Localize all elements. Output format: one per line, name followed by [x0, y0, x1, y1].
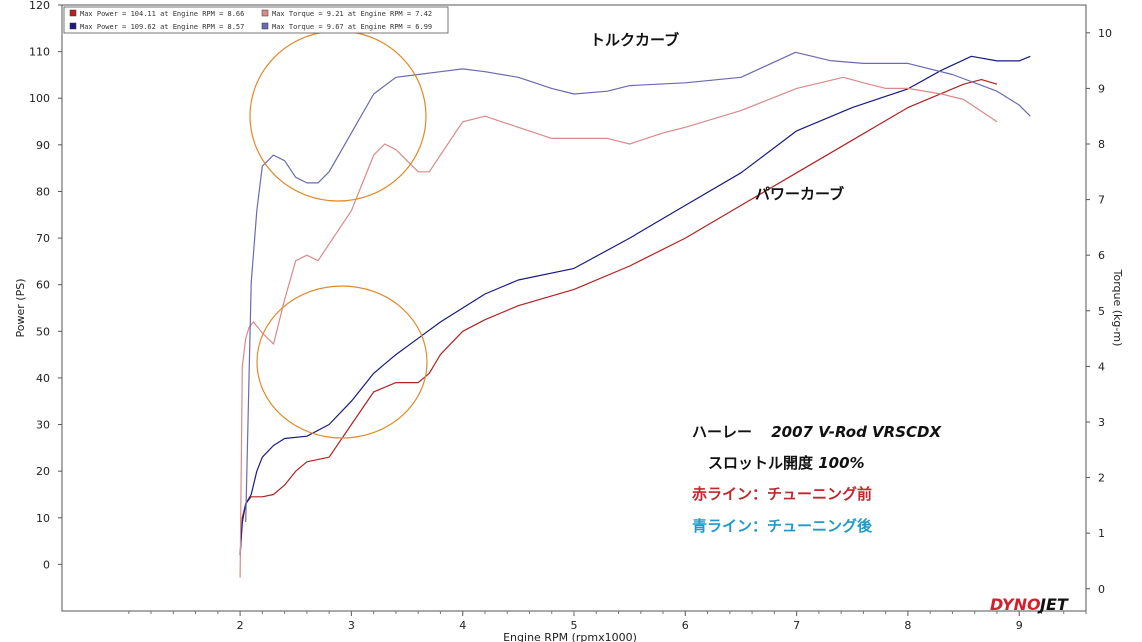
blue-line-note: 青ライン：チューニング後: [692, 517, 873, 535]
bottom-axis: 2 3 4 5 6 7 8 9: [128, 611, 1087, 632]
right-tick-label: 9: [1098, 82, 1105, 95]
left-tick-label: 120: [29, 0, 50, 12]
left-tick-label: 110: [29, 46, 50, 59]
series-group: [239, 51, 1031, 578]
right-tick-label: 2: [1098, 472, 1105, 485]
right-tick-label: 8: [1098, 138, 1105, 151]
right-tick-label: 3: [1098, 416, 1105, 429]
model-prefix: ハーレー: [692, 423, 752, 441]
model-name: 2007 V-Rod VRSCDX: [771, 423, 942, 441]
legend-swatch: [261, 22, 269, 30]
bottom-tick-label: 5: [571, 619, 578, 632]
left-tick-label: 90: [36, 139, 50, 152]
right-tick-label: 7: [1098, 194, 1105, 207]
left-tick-label: 60: [36, 279, 50, 292]
bottom-tick-label: 9: [1016, 619, 1023, 632]
power-curve-label: パワーカーブ: [755, 185, 844, 203]
right-tick-label: 4: [1098, 360, 1105, 373]
svg-text:JET: JET: [1037, 595, 1069, 614]
bottom-axis-title: Engine RPM (rpmx1000): [503, 631, 637, 642]
legend-entry: Max Torque = 9.21 at Engine RPM = 7.42: [272, 10, 432, 18]
series-line-before-power: [239, 78, 998, 556]
throttle-prefix: スロットル開度: [708, 454, 814, 472]
left-tick-label: 30: [36, 419, 50, 432]
right-axis: 0 1 2 3 4 5 6 7 8 9 10: [1086, 27, 1112, 596]
svg-text:DYNO: DYNO: [990, 595, 1041, 614]
model-line: ハーレー 2007 V-Rod VRSCDX: [692, 423, 942, 441]
left-tick-label: 70: [36, 232, 50, 245]
legend-swatch: [69, 9, 77, 17]
bottom-tick-label: 2: [237, 619, 244, 632]
left-tick-label: 80: [36, 185, 50, 198]
left-tick-label: 50: [36, 325, 50, 338]
right-tick-label: 10: [1098, 27, 1112, 40]
left-tick-label: 0: [43, 558, 50, 571]
throttle-line: スロットル開度 100%: [708, 454, 865, 472]
series-line-after-torque: [245, 51, 1031, 523]
series-line-before-torque: [239, 76, 998, 578]
left-tick-label: 100: [29, 92, 50, 105]
dynojet-logo: DYNO JET: [990, 595, 1069, 614]
bottom-tick-label: 6: [682, 619, 689, 632]
bottom-tick-label: 8: [904, 619, 911, 632]
right-tick-label: 0: [1098, 583, 1105, 596]
right-tick-label: 5: [1098, 305, 1105, 318]
bottom-tick-label: 7: [793, 619, 800, 632]
legend-entry: Max Power = 104.11 at Engine RPM = 8.66: [80, 10, 244, 18]
legend-swatch: [69, 22, 77, 30]
left-tick-label: 10: [36, 512, 50, 525]
left-axis: 0 10 20 30 40 50 60 70 80 90 100 110 120: [29, 0, 62, 571]
right-axis-title: Torque (kg-m): [1111, 269, 1124, 347]
legend-entry: Max Torque = 9.67 at Engine RPM = 6.99: [272, 23, 432, 31]
right-tick-label: 6: [1098, 249, 1105, 262]
throttle-value: 100%: [818, 454, 864, 472]
left-axis-title: Power (PS): [14, 279, 27, 338]
highlight-circle-torque: [249, 30, 427, 202]
highlight-circle-power: [256, 285, 428, 439]
left-tick-label: 20: [36, 465, 50, 478]
legend-box: [63, 6, 449, 34]
plot-frame: [61, 4, 1087, 612]
torque-curve-label: トルクカーブ: [590, 31, 679, 49]
series-line-after-power: [239, 55, 1031, 556]
left-tick-label: 40: [36, 372, 50, 385]
legend: Max Power = 104.11 at Engine RPM = 8.66 M…: [69, 9, 432, 31]
red-line-note: 赤ライン：チューニング前: [692, 485, 872, 503]
bottom-tick-label: 3: [348, 619, 355, 632]
legend-entry: Max Power = 109.62 at Engine RPM = 8.57: [80, 23, 244, 31]
right-tick-label: 1: [1098, 527, 1105, 540]
bottom-tick-label: 4: [459, 619, 466, 632]
legend-swatch: [261, 9, 269, 17]
